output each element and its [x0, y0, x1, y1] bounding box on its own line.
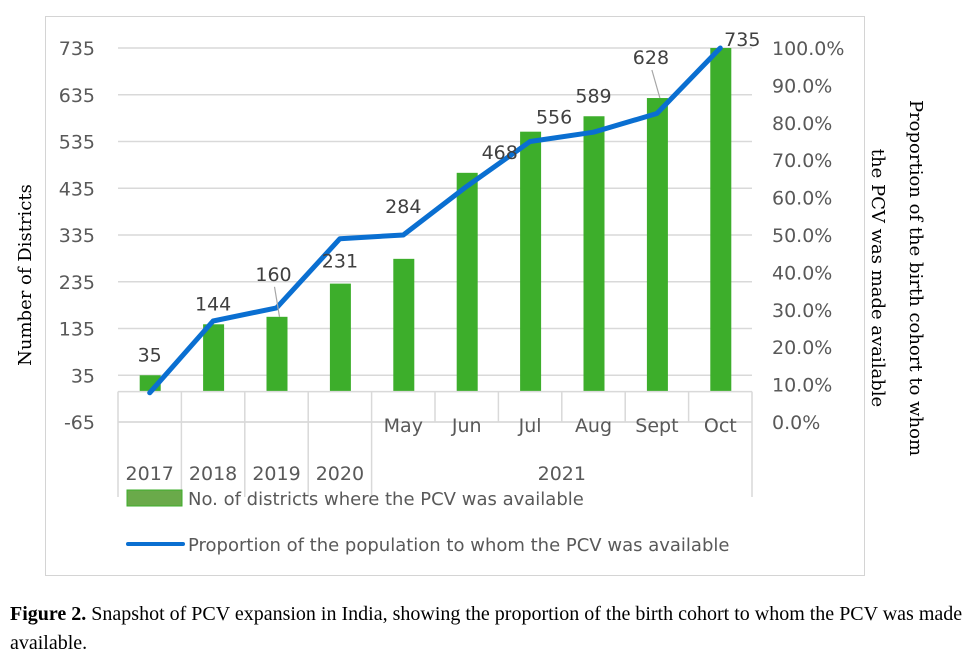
data-label: 628: [633, 47, 669, 69]
category-group-label: 2018: [189, 463, 237, 485]
right-tick-label: 10.0%: [772, 375, 832, 397]
right-tick-label: 100.0%: [772, 38, 844, 60]
right-tick-label: 40.0%: [772, 262, 832, 284]
data-label: 284: [385, 196, 421, 218]
data-label: 468: [482, 142, 518, 164]
category-group-label: 2020: [316, 463, 364, 485]
bar-series: [139, 48, 732, 392]
data-label-leader: [651, 69, 661, 99]
left-tick-label: 335: [59, 225, 95, 247]
data-label: 735: [724, 29, 760, 51]
data-label-leader: [273, 286, 281, 317]
bar-2018: [203, 324, 225, 392]
category-label: Jul: [518, 415, 542, 437]
category-label: Jun: [451, 415, 482, 437]
left-axis-ticks: 735 635 535 435 335 235 135 35 -65: [59, 38, 95, 434]
data-label: 160: [255, 264, 291, 286]
legend-line-label: Proportion of the population to whom the…: [188, 535, 729, 556]
bar-oct: [710, 48, 732, 392]
figure-caption: Figure 2. Snapshot of PCV expansion in I…: [10, 600, 965, 658]
data-label: 231: [322, 251, 358, 273]
left-tick-label: 435: [59, 178, 95, 200]
bar-aug: [583, 116, 605, 392]
data-label: 556: [536, 107, 572, 129]
right-tick-label: 90.0%: [772, 75, 832, 97]
right-tick-label: 80.0%: [772, 113, 832, 135]
proportion-line: [147, 45, 723, 396]
right-tick-label: 70.0%: [772, 150, 832, 172]
left-axis-title: Number of Districts: [15, 184, 36, 366]
chart-svg: 735 635 535 435 335 235 135 35 -65 100.0% 90.0% 80…: [15, 29, 926, 556]
right-axis-ticks: 100.0% 90.0% 80.0% 70.0% 60.0% 50.0% 40.0% 30.0…: [772, 38, 844, 434]
right-tick-label: 30.0%: [772, 300, 832, 322]
category-labels: May Jun Jul Aug Sept Oct 2017 2018 2019 2020 2021: [126, 415, 737, 485]
data-label: 144: [195, 293, 231, 315]
caption-text: Snapshot of PCV expansion in India, show…: [10, 603, 963, 654]
left-tick-label: 635: [59, 85, 95, 107]
left-tick-label: -65: [64, 412, 95, 434]
right-tick-label: 0.0%: [772, 412, 820, 434]
chart-frame: [45, 16, 865, 576]
category-axis-lines: [117, 390, 753, 497]
label-leader-lines: [273, 69, 661, 317]
category-label: Sept: [635, 415, 678, 437]
category-label: May: [384, 415, 423, 437]
data-label: 589: [575, 85, 611, 107]
left-tick-label: 35: [71, 365, 95, 387]
legend-bar-label: No. of districts where the PCV was avail…: [188, 489, 584, 510]
left-tick-label: 235: [59, 272, 95, 294]
bar-2020: [329, 283, 351, 392]
caption-label: Figure 2.: [10, 603, 87, 625]
right-tick-label: 20.0%: [772, 337, 832, 359]
category-group-label: 2017: [126, 463, 174, 485]
bar-jun: [456, 172, 478, 392]
category-group-label: 2019: [252, 463, 300, 485]
right-axis-title-line1: Proportion of the birth cohort to whom: [905, 100, 926, 456]
right-tick-label: 60.0%: [772, 188, 832, 210]
left-tick-label: 535: [59, 132, 95, 154]
legend-bar-swatch: [126, 489, 183, 507]
right-axis-title-line2: the PCV was made available: [867, 149, 888, 407]
bar-sept: [646, 98, 668, 392]
category-label: Aug: [575, 415, 612, 437]
category-label: Oct: [704, 415, 737, 437]
data-label: 35: [138, 344, 162, 366]
bar-jul: [520, 131, 542, 392]
left-tick-label: 735: [59, 38, 95, 60]
left-tick-label: 135: [59, 319, 95, 341]
bar-may: [393, 258, 415, 392]
category-group-label: 2021: [538, 463, 586, 485]
right-tick-label: 50.0%: [772, 225, 832, 247]
bar-2019: [266, 316, 288, 392]
legend: No. of districts where the PCV was avail…: [126, 489, 729, 556]
